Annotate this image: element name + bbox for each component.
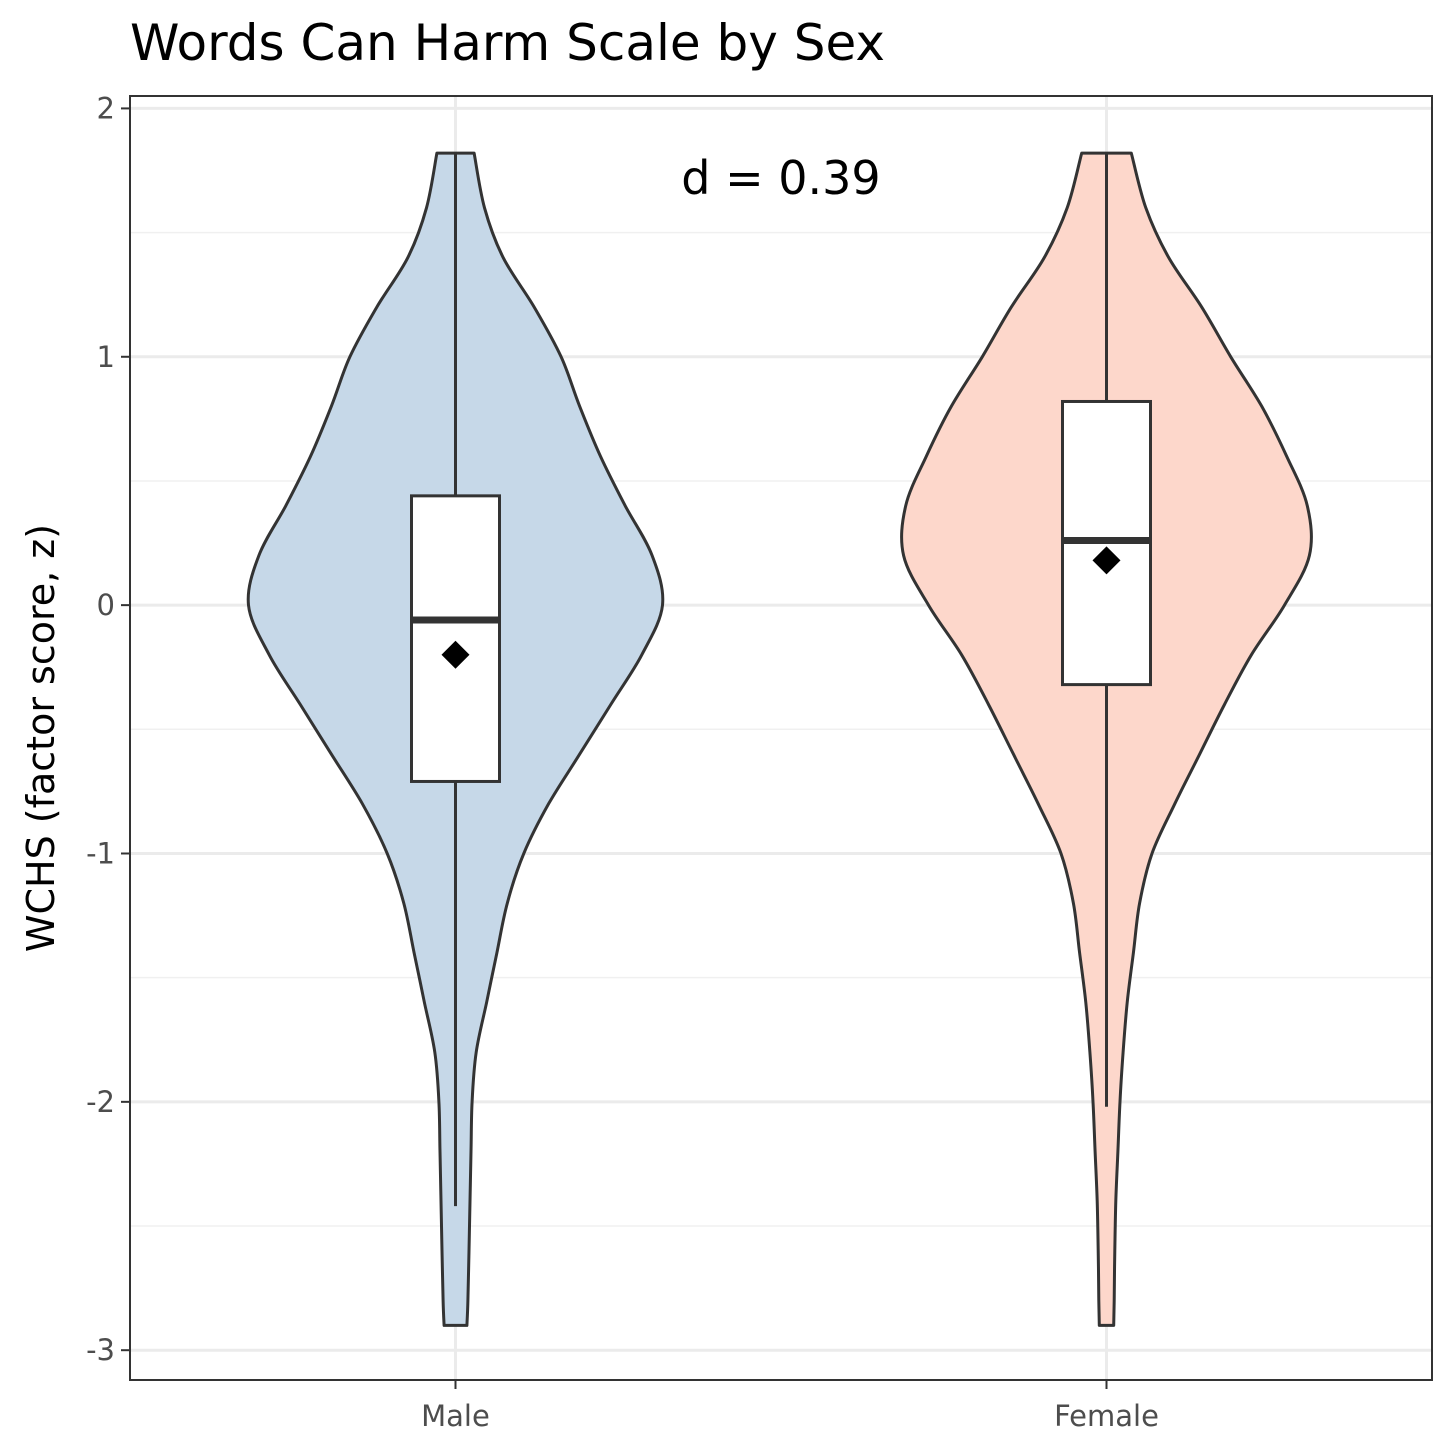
- effect-size-annotation: d = 0.39: [681, 151, 880, 205]
- panel-border: [129, 95, 1433, 1381]
- violins: [246, 151, 1313, 1327]
- y-tick-label-5: -3: [86, 1333, 115, 1367]
- chart-title: Words Can Harm Scale by Sex: [130, 14, 885, 72]
- y-axis-title: WCHS (factor score, z): [19, 524, 63, 952]
- x-tick-label-male: Male: [421, 1399, 490, 1433]
- y-axis: 2 1 0 -1 -2 -3: [86, 91, 130, 1367]
- y-tick-label-3: -1: [86, 836, 115, 870]
- y-tick-label-2: 0: [97, 588, 115, 622]
- y-tick-label-4: -2: [86, 1085, 115, 1119]
- boxplots: [410, 153, 1152, 1207]
- mean-marker-female: [1092, 546, 1121, 575]
- x-tick-label-female: Female: [1054, 1399, 1159, 1433]
- x-axis: Male Female: [421, 1380, 1159, 1433]
- mean-marker-male: [441, 640, 470, 669]
- y-tick-label-1: 1: [97, 340, 115, 374]
- y-tick-label-0: 2: [97, 91, 115, 125]
- box-male: [410, 494, 501, 783]
